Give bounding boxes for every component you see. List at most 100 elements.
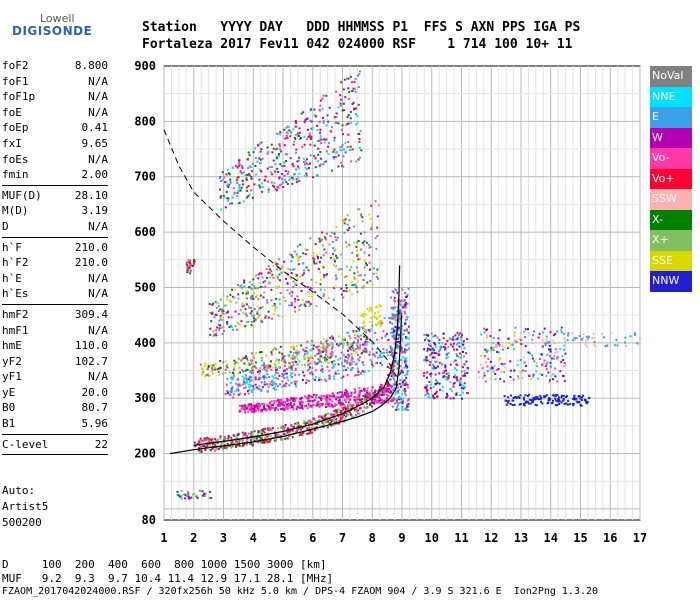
echo-point: [615, 339, 618, 341]
echo-point: [507, 342, 510, 345]
echo-point: [259, 388, 262, 391]
echo-point: [283, 161, 286, 164]
echo-point: [548, 341, 551, 343]
echo-point: [325, 403, 327, 405]
echo-point: [237, 202, 240, 205]
echo-point: [353, 399, 356, 402]
echo-point: [275, 388, 277, 391]
echo-point: [315, 305, 318, 307]
echo-point: [400, 359, 403, 361]
echo-point: [317, 147, 320, 150]
echo-point: [302, 422, 305, 425]
echo-point: [430, 332, 433, 335]
echo-point: [390, 398, 393, 401]
echo-point: [326, 397, 329, 400]
echo-point: [288, 275, 291, 278]
echo-point: [306, 300, 309, 303]
echo-point: [217, 323, 220, 326]
echo-point: [304, 285, 307, 288]
echo-point: [530, 378, 533, 380]
echo-point: [348, 361, 351, 364]
echo-point: [449, 363, 452, 366]
echo-point: [231, 385, 234, 388]
echo-point: [320, 361, 323, 364]
echo-point: [309, 362, 312, 365]
echo-point: [338, 408, 341, 411]
echo-point: [247, 185, 250, 187]
echo-point: [363, 251, 366, 254]
echo-point: [356, 266, 358, 269]
echo-point: [345, 415, 347, 418]
echo-point: [369, 321, 372, 324]
echo-point: [507, 347, 509, 350]
echo-point: [373, 401, 376, 404]
echo-point: [226, 389, 229, 392]
echo-point: [331, 352, 334, 355]
echo-point: [269, 364, 272, 367]
echo-point: [320, 163, 323, 166]
echo-point: [335, 239, 338, 242]
echo-point: [447, 352, 450, 355]
echo-point: [437, 354, 440, 356]
echo-point: [381, 384, 384, 387]
echo-point: [204, 375, 207, 378]
param-value: 210.0: [74, 240, 108, 254]
echo-point: [356, 398, 359, 401]
echo-point: [565, 402, 568, 405]
echo-point: [518, 337, 521, 340]
echo-point: [288, 304, 291, 307]
echo-point: [210, 441, 213, 444]
echo-point: [376, 268, 379, 271]
echo-point: [298, 127, 301, 130]
echo-point: [341, 133, 344, 136]
echo-point: [293, 400, 296, 403]
echo-point: [290, 276, 293, 279]
echo-point: [313, 361, 316, 364]
echo-point: [231, 371, 234, 374]
echo-point: [262, 281, 265, 284]
echo-point: [322, 94, 325, 97]
echo-point: [248, 403, 251, 406]
echo-point: [353, 276, 356, 279]
echo-point: [227, 310, 230, 313]
echo-point: [522, 369, 524, 372]
echo-point: [543, 327, 546, 330]
echo-point: [283, 165, 286, 167]
echo-point: [223, 330, 225, 333]
echo-point: [232, 434, 235, 437]
echo-point: [444, 348, 447, 351]
echo-point: [354, 349, 357, 352]
echo-point: [250, 438, 252, 441]
echo-point: [522, 403, 525, 406]
echo-point: [400, 345, 403, 348]
echo-point: [349, 75, 352, 78]
param-row: hmF2 309.4: [2, 307, 108, 323]
param-value: N/A: [88, 90, 108, 104]
echo-point: [387, 401, 390, 404]
echo-point: [223, 446, 226, 448]
echo-point: [356, 342, 359, 344]
echo-point: [253, 291, 256, 294]
echo-point: [214, 367, 216, 370]
echo-point: [545, 362, 548, 365]
echo-point: [281, 177, 284, 180]
echo-point: [256, 405, 259, 408]
echo-point: [332, 413, 335, 416]
echo-point: [228, 393, 231, 396]
echo-point: [356, 362, 359, 365]
echo-point: [186, 266, 189, 269]
echo-point: [284, 364, 286, 367]
echo-point: [536, 396, 539, 399]
echo-point: [406, 336, 409, 339]
echo-point: [370, 227, 373, 230]
echo-point: [492, 337, 495, 339]
echo-point: [305, 118, 308, 121]
echo-point: [307, 397, 310, 400]
echo-point: [357, 358, 359, 361]
echo-point: [575, 337, 578, 340]
echo-point: [207, 365, 210, 367]
echo-point: [241, 375, 244, 378]
echo-point: [337, 369, 340, 372]
echo-point: [399, 401, 402, 403]
